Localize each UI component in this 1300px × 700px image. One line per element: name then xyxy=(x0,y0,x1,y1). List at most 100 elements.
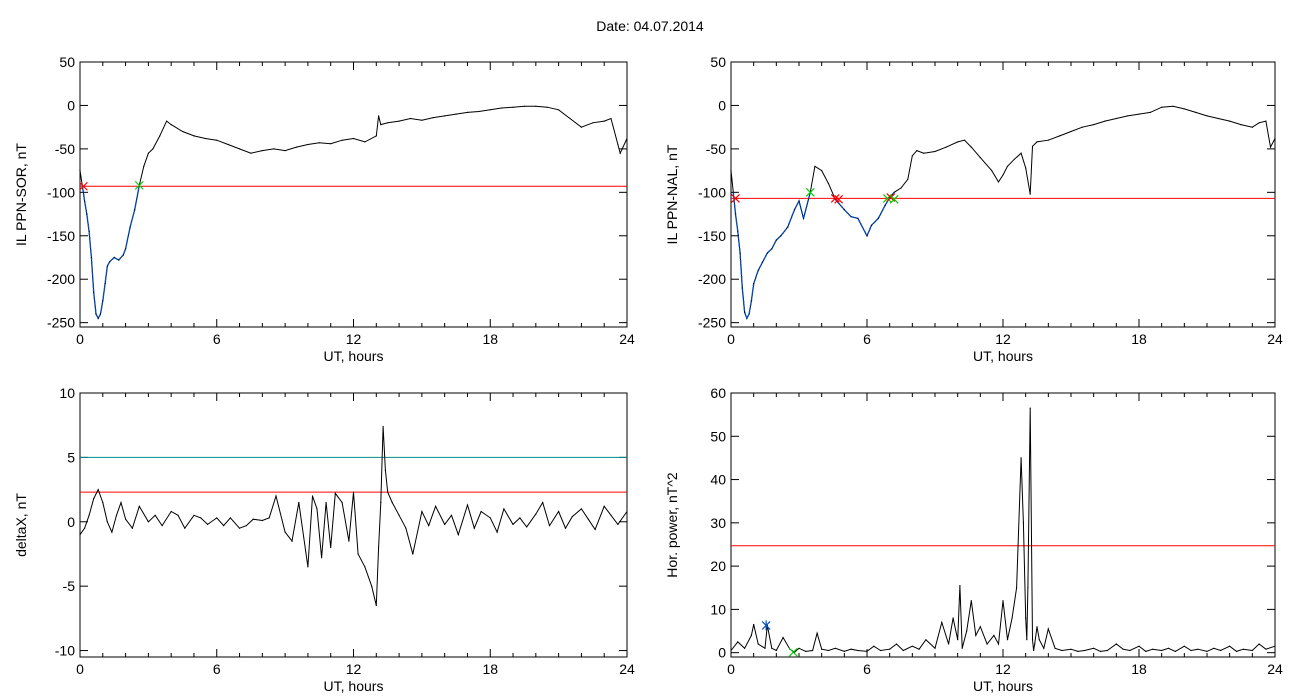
data-point xyxy=(610,117,612,120)
data-point xyxy=(787,226,789,228)
data-point xyxy=(161,525,163,527)
event-marker-stroke xyxy=(78,181,88,191)
x-tick-label: 0 xyxy=(76,661,84,677)
data-point xyxy=(1093,647,1095,649)
data-point xyxy=(348,540,350,542)
data-point xyxy=(626,137,628,140)
x-tick-label: 6 xyxy=(213,661,221,677)
data-point xyxy=(159,135,161,137)
data-point xyxy=(341,139,343,141)
data-point xyxy=(364,566,366,568)
data-point xyxy=(1129,649,1131,652)
data-point xyxy=(952,617,954,619)
x-axis-label: UT, hours xyxy=(324,348,384,364)
data-point xyxy=(1274,137,1276,140)
y-tick-label: 10 xyxy=(710,601,726,617)
data-point xyxy=(1084,649,1086,652)
data-point xyxy=(925,639,927,641)
data-point xyxy=(147,152,149,154)
data-point xyxy=(409,117,412,120)
event-marker-stroke xyxy=(889,194,899,204)
data-point xyxy=(275,495,277,497)
data-point xyxy=(884,204,886,206)
data-point xyxy=(816,632,818,634)
data-point xyxy=(580,508,583,510)
data-point xyxy=(766,252,768,254)
data-point xyxy=(850,216,852,218)
event-marker xyxy=(805,187,815,197)
x-tick-label: 24 xyxy=(619,331,635,347)
data-point xyxy=(594,528,596,531)
data-point xyxy=(895,643,898,645)
data-point xyxy=(961,647,963,649)
data-point xyxy=(1265,120,1267,122)
data-point xyxy=(911,645,913,647)
x-tick-label: 6 xyxy=(863,661,871,677)
x-tick-label: 0 xyxy=(76,331,84,347)
event-marker xyxy=(830,193,840,203)
data-point xyxy=(170,510,172,513)
data-point xyxy=(1093,124,1095,126)
event-marker xyxy=(731,193,740,203)
data-point xyxy=(877,217,879,219)
data-point xyxy=(798,200,800,202)
data-point xyxy=(957,141,959,143)
data-point xyxy=(1027,587,1029,589)
y-tick-label: 20 xyxy=(710,558,726,574)
data-point xyxy=(991,170,993,172)
data-point xyxy=(1258,122,1260,124)
data-point xyxy=(421,510,423,513)
y-axis-label: IL PPN-SOR, nT xyxy=(13,143,29,246)
data-point xyxy=(1029,407,1031,409)
event-marker-stroke xyxy=(886,193,896,202)
data-point xyxy=(1013,158,1015,160)
y-tick-label: 60 xyxy=(710,385,726,401)
data-point xyxy=(948,643,950,645)
plot-frame xyxy=(730,392,1276,658)
data-point xyxy=(986,643,988,645)
data-point xyxy=(569,117,571,120)
data-point xyxy=(1190,649,1192,652)
data-point xyxy=(750,634,753,637)
data-point xyxy=(364,141,366,143)
x-tick-label: 18 xyxy=(1131,661,1147,677)
y-axis-label: IL PPN-NAL, nT xyxy=(664,144,680,244)
data-point xyxy=(466,504,469,506)
data-point xyxy=(193,514,195,516)
page-title: Date: 04.07.2014 xyxy=(0,18,1300,34)
data-point xyxy=(79,534,81,536)
data-point xyxy=(109,261,111,263)
data-point xyxy=(748,313,750,315)
data-point xyxy=(97,489,99,491)
y-tick-label: -10 xyxy=(55,643,75,659)
data-point xyxy=(93,498,95,500)
series-line xyxy=(730,105,1276,320)
data-point xyxy=(86,213,88,215)
data-point xyxy=(1031,639,1034,641)
series-highlight xyxy=(81,185,140,320)
data-point xyxy=(1220,649,1222,652)
data-point xyxy=(734,213,737,215)
data-point xyxy=(261,150,263,152)
data-point xyxy=(405,527,407,529)
data-point xyxy=(821,170,823,172)
series-line xyxy=(730,408,1276,653)
data-point xyxy=(1269,146,1272,148)
data-point xyxy=(970,146,972,148)
data-point xyxy=(1115,117,1117,120)
data-point xyxy=(1025,167,1027,169)
data-point xyxy=(1033,649,1035,652)
data-point xyxy=(118,259,120,261)
data-point xyxy=(764,647,766,649)
data-point xyxy=(1258,643,1260,645)
chart-deltax: 0 6 12 18 24 10 5 0 -5 -10 UT, hours deltaX, nT xyxy=(13,385,635,694)
data-point xyxy=(753,623,755,626)
data-point xyxy=(307,143,309,146)
data-point xyxy=(295,146,298,148)
data-point xyxy=(1206,115,1208,117)
data-point xyxy=(371,585,373,587)
data-point xyxy=(378,546,380,549)
data-point xyxy=(125,248,127,250)
data-point xyxy=(334,492,336,494)
data-point xyxy=(238,527,241,529)
